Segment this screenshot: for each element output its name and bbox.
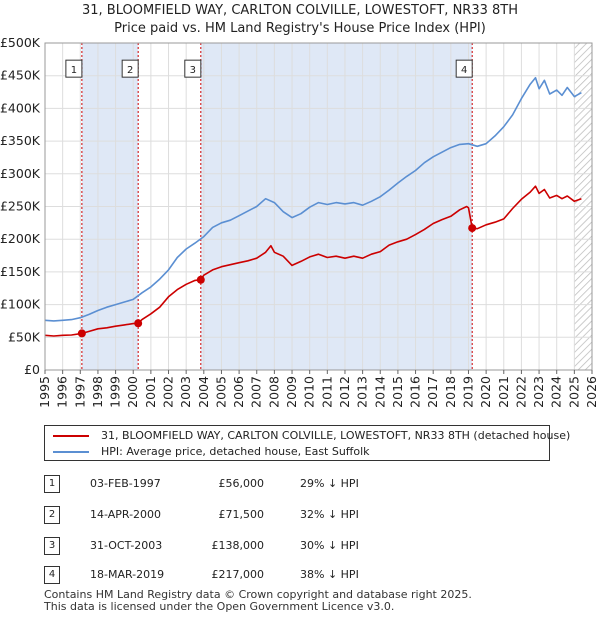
sale-price: £71,500 bbox=[218, 508, 265, 521]
sale-number-badge: 3 bbox=[44, 537, 60, 555]
x-tick-label: 2024 bbox=[549, 376, 564, 408]
y-tick-label: £150K bbox=[0, 264, 41, 279]
x-tick-label: 2019 bbox=[460, 376, 475, 408]
x-tick-label: 2009 bbox=[284, 376, 299, 408]
sale-hpi-diff: 38% ↓ HPI bbox=[300, 568, 359, 581]
sale-price: £138,000 bbox=[211, 539, 265, 552]
table-row: 2 14-APR-2000 £71,500 32% ↓ HPI bbox=[44, 506, 404, 524]
table-row: 3 31-OCT-2003 £138,000 30% ↓ HPI bbox=[44, 537, 404, 555]
y-tick-label: £300K bbox=[0, 166, 41, 181]
y-tick-label: £200K bbox=[0, 231, 41, 246]
x-tick-label: 2005 bbox=[213, 376, 228, 408]
sale-marker-label: 1 bbox=[71, 65, 77, 76]
x-tick-label: 2023 bbox=[531, 376, 546, 408]
x-tick-label: 1998 bbox=[90, 376, 105, 408]
sale-date: 31-OCT-2003 bbox=[90, 539, 163, 552]
x-tick-label: 1995 bbox=[37, 376, 52, 408]
x-tick-label: 2016 bbox=[408, 376, 423, 408]
legend-swatch-property bbox=[53, 435, 89, 437]
table-row: 1 03-FEB-1997 £56,000 29% ↓ HPI bbox=[44, 475, 404, 493]
y-tick-label: £350K bbox=[0, 133, 41, 148]
sale-hpi-diff: 32% ↓ HPI bbox=[300, 508, 359, 521]
sale-date: 18-MAR-2019 bbox=[90, 568, 165, 581]
x-tick-label: 2017 bbox=[425, 376, 440, 408]
chart-subtitle: Price paid vs. HM Land Registry's House … bbox=[114, 21, 486, 36]
y-tick-label: £400K bbox=[0, 100, 41, 115]
sale-price: £217,000 bbox=[211, 568, 265, 581]
sale-marker-box bbox=[184, 59, 202, 78]
x-tick-label: 2011 bbox=[319, 376, 334, 408]
sale-marker-label: 4 bbox=[461, 65, 467, 76]
x-tick-label: 2021 bbox=[496, 376, 511, 408]
sale-point bbox=[134, 319, 143, 328]
x-tick-label: 2004 bbox=[196, 376, 211, 408]
x-tick-label: 2013 bbox=[355, 376, 370, 408]
series-line-hpi bbox=[44, 76, 582, 322]
x-tick-label: 2022 bbox=[513, 376, 528, 408]
x-tick-label: 2007 bbox=[249, 376, 264, 408]
sale-price: £56,000 bbox=[218, 477, 265, 490]
sale-hpi-diff: 30% ↓ HPI bbox=[300, 539, 359, 552]
x-tick-label: 2006 bbox=[231, 376, 246, 408]
legend-swatch-hpi bbox=[53, 451, 89, 453]
y-tick-label: £0 bbox=[24, 362, 40, 377]
sale-marker-label: 2 bbox=[127, 65, 133, 76]
x-tick-label: 2026 bbox=[584, 376, 599, 408]
footer-copyright: Contains HM Land Registry data © Crown c… bbox=[44, 588, 472, 601]
legend: 31, BLOOMFIELD WAY, CARLTON COLVILLE, LO… bbox=[44, 425, 570, 461]
footer: Contains HM Land Registry data © Crown c… bbox=[44, 589, 472, 613]
x-tick-label: 2003 bbox=[178, 376, 193, 408]
x-tick-label: 2008 bbox=[266, 376, 281, 408]
x-tick-label: 2012 bbox=[337, 376, 352, 408]
legend-label-hpi: HPI: Average price, detached house, East… bbox=[101, 445, 370, 458]
x-tick-label: 2018 bbox=[443, 376, 458, 408]
sale-point bbox=[468, 224, 477, 233]
y-tick-label: £500K bbox=[0, 35, 41, 50]
x-tick-label: 1997 bbox=[72, 376, 87, 408]
price-chart: 1 2 3 4 £0 £50K £100K £150K £200K £250K £300K £350K… bbox=[0, 35, 599, 408]
sale-point bbox=[77, 329, 86, 338]
x-tick-label: 2014 bbox=[372, 376, 387, 408]
sale-date: 03-FEB-1997 bbox=[90, 477, 161, 490]
sale-marker-box bbox=[455, 59, 473, 78]
y-tick-label: £100K bbox=[0, 297, 41, 312]
legend-label-property: 31, BLOOMFIELD WAY, CARLTON COLVILLE, LO… bbox=[101, 429, 571, 442]
y-tick-label: £250K bbox=[0, 199, 41, 214]
sale-number-badge: 2 bbox=[44, 506, 60, 524]
x-tick-label: 1999 bbox=[108, 376, 123, 408]
x-tick-label: 2000 bbox=[125, 376, 140, 408]
y-tick-label: £450K bbox=[0, 68, 41, 83]
x-tick-label: 1996 bbox=[55, 376, 70, 408]
sale-number-badge: 4 bbox=[44, 566, 60, 584]
footer-licence: This data is licensed under the Open Gov… bbox=[44, 600, 395, 613]
sale-marker-label: 3 bbox=[190, 65, 196, 76]
x-tick-label: 2015 bbox=[390, 376, 405, 408]
x-tick-label: 2020 bbox=[478, 376, 493, 408]
chart-title: 31, BLOOMFIELD WAY, CARLTON COLVILLE, LO… bbox=[81, 3, 518, 18]
sale-hpi-diff: 29% ↓ HPI bbox=[300, 477, 359, 490]
x-tick-label: 2025 bbox=[566, 376, 581, 408]
chart-title-block: 31, BLOOMFIELD WAY, CARLTON COLVILLE, LO… bbox=[0, 2, 600, 38]
x-tick-label: 2010 bbox=[302, 376, 317, 408]
sale-marker-box bbox=[121, 59, 139, 78]
y-tick-label: £50K bbox=[8, 329, 41, 344]
plot-frame bbox=[44, 42, 593, 371]
table-row: 4 18-MAR-2019 £217,000 38% ↓ HPI bbox=[44, 566, 404, 584]
x-tick-label: 2002 bbox=[161, 376, 176, 408]
sale-date: 14-APR-2000 bbox=[90, 508, 162, 521]
sale-point bbox=[196, 275, 205, 284]
sale-number-badge: 1 bbox=[44, 475, 60, 493]
sale-marker-box bbox=[65, 59, 83, 78]
x-tick-label: 2001 bbox=[143, 376, 158, 408]
